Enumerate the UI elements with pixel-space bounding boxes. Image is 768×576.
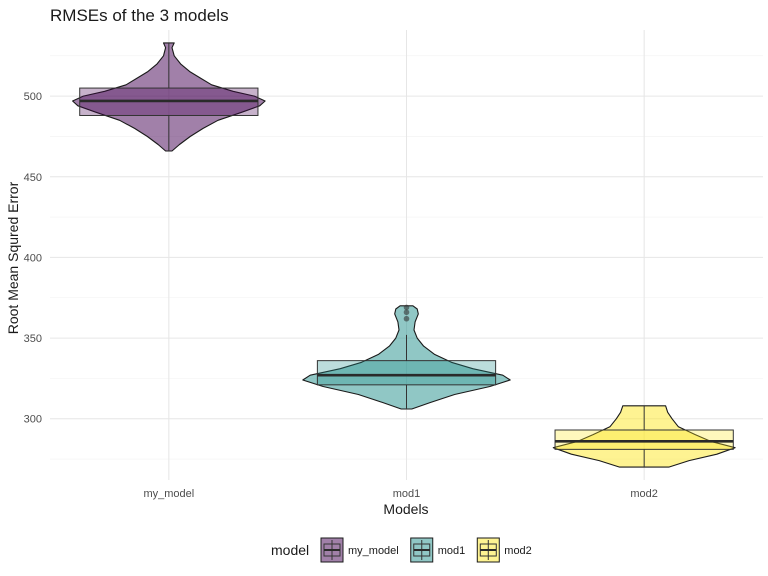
x-tick-label: my_model (143, 488, 194, 500)
legend-label-my_model: my_model (348, 545, 399, 557)
boxplot-layer (79, 42, 734, 468)
x-axis-title: Models (383, 501, 428, 517)
y-tick-label: 500 (24, 91, 42, 103)
y-tick-label: 450 (24, 172, 42, 184)
outlier-point-mod1 (403, 315, 410, 322)
y-tick-label: 400 (24, 252, 42, 264)
y-tick-label: 350 (24, 333, 42, 345)
x-tick-label: mod1 (393, 488, 421, 500)
outlier-point-mod1 (403, 309, 410, 316)
box-mod1 (316, 360, 497, 386)
legend: model my_model mod1 mod2 (271, 537, 532, 563)
violin-mod2 (552, 405, 736, 468)
legend-label-mod2: mod2 (504, 545, 532, 557)
violin-my_model (72, 42, 266, 152)
y-axis-title: Root Mean Squred Error (5, 181, 21, 334)
box-mod2 (554, 429, 734, 450)
x-tick-label: mod2 (630, 488, 658, 500)
x-axis-ticks: my_model mod1 mod2 (143, 488, 657, 500)
legend-label-mod1: mod1 (438, 545, 466, 557)
outlier-point-mod1 (403, 304, 410, 311)
y-tick-label: 300 (24, 414, 42, 426)
y-axis-ticks: 300 350 400 450 500 (24, 91, 42, 426)
legend-title: model (271, 542, 309, 558)
chart-title: RMSEs of the 3 models (50, 6, 229, 25)
